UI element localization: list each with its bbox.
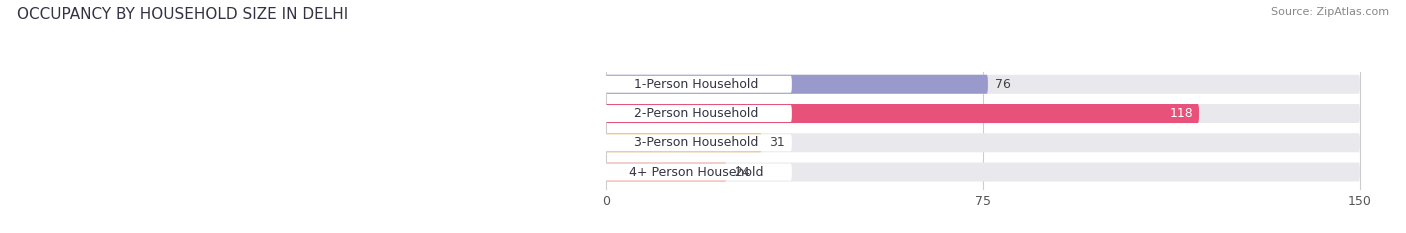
FancyBboxPatch shape — [600, 164, 792, 181]
FancyBboxPatch shape — [606, 104, 1360, 123]
Text: 4+ Person Household: 4+ Person Household — [628, 165, 763, 178]
Text: 118: 118 — [1170, 107, 1194, 120]
FancyBboxPatch shape — [606, 75, 1360, 94]
Text: Source: ZipAtlas.com: Source: ZipAtlas.com — [1271, 7, 1389, 17]
FancyBboxPatch shape — [600, 105, 792, 122]
FancyBboxPatch shape — [606, 163, 727, 182]
Text: OCCUPANCY BY HOUSEHOLD SIZE IN DELHI: OCCUPANCY BY HOUSEHOLD SIZE IN DELHI — [17, 7, 349, 22]
Text: 24: 24 — [734, 165, 749, 178]
FancyBboxPatch shape — [606, 75, 988, 94]
FancyBboxPatch shape — [606, 133, 762, 152]
FancyBboxPatch shape — [606, 133, 1360, 152]
FancyBboxPatch shape — [600, 76, 792, 93]
Text: 2-Person Household: 2-Person Household — [634, 107, 758, 120]
FancyBboxPatch shape — [606, 104, 1199, 123]
Text: 1-Person Household: 1-Person Household — [634, 78, 758, 91]
FancyBboxPatch shape — [600, 134, 792, 151]
FancyBboxPatch shape — [606, 163, 1360, 182]
Text: 31: 31 — [769, 136, 785, 149]
Text: 3-Person Household: 3-Person Household — [634, 136, 758, 149]
Text: 76: 76 — [995, 78, 1011, 91]
